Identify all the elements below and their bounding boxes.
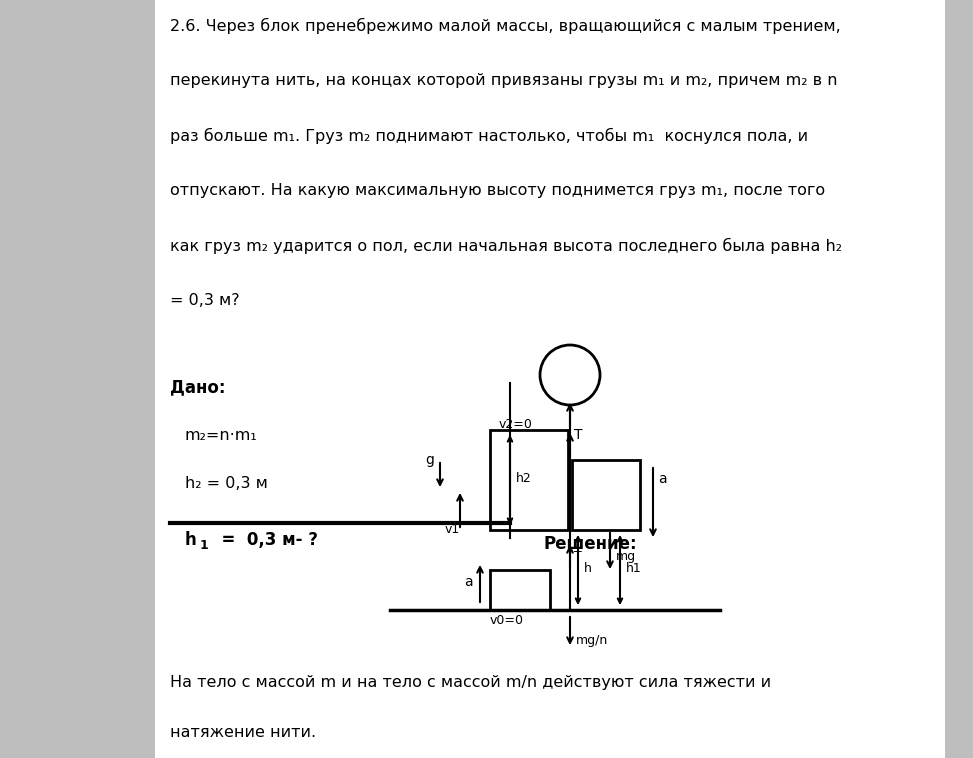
Text: натяжение нити.: натяжение нити. (170, 725, 316, 740)
Bar (490, 430, 568, 530)
Text: раз больше m₁. Груз m₂ поднимают настолько, чтобы m₁  коснулся пола, и: раз больше m₁. Груз m₂ поднимают настоль… (170, 128, 809, 144)
Text: T: T (574, 550, 582, 563)
Text: a: a (464, 575, 473, 589)
Text: mg/n: mg/n (576, 634, 608, 647)
Text: v2=0: v2=0 (499, 418, 533, 431)
Text: g: g (425, 453, 434, 467)
Text: v1: v1 (445, 523, 460, 536)
Text: = 0,3 м?: = 0,3 м? (170, 293, 239, 308)
Text: T: T (574, 428, 583, 442)
Text: h1: h1 (626, 562, 642, 575)
Bar (572, 460, 640, 530)
Text: v0=0: v0=0 (490, 614, 524, 627)
Text: как груз m₂ ударится о пол, если начальная высота последнего была равна h₂: как груз m₂ ударится о пол, если начальн… (170, 238, 842, 254)
Bar (155, 0, 945, 758)
Text: m₂=n·m₁: m₂=n·m₁ (185, 428, 258, 443)
Text: Решение:: Решение: (543, 535, 636, 553)
Text: 2.6. Через блок пренебрежимо малой массы, вращающийся с малым трением,: 2.6. Через блок пренебрежимо малой массы… (170, 18, 841, 34)
Text: =  0,3 м- ?: = 0,3 м- ? (210, 531, 318, 549)
Text: h: h (185, 531, 197, 549)
Text: На тело с массой m и на тело с массой m/n действуют сила тяжести и: На тело с массой m и на тело с массой m/… (170, 675, 772, 690)
Text: 1: 1 (200, 539, 209, 552)
Text: перекинута нить, на концах которой привязаны грузы m₁ и m₂, причем m₂ в n: перекинута нить, на концах которой привя… (170, 73, 838, 88)
Bar (490, 570, 550, 610)
Text: отпускают. На какую максимальную высоту поднимется груз m₁, после того: отпускают. На какую максимальную высоту … (170, 183, 825, 198)
Text: a: a (658, 472, 667, 486)
Text: mg: mg (616, 550, 636, 563)
Text: Дано:: Дано: (170, 378, 226, 396)
Text: h₂ = 0,3 м: h₂ = 0,3 м (185, 476, 268, 491)
Text: h2: h2 (516, 472, 532, 485)
Text: h: h (584, 562, 592, 575)
